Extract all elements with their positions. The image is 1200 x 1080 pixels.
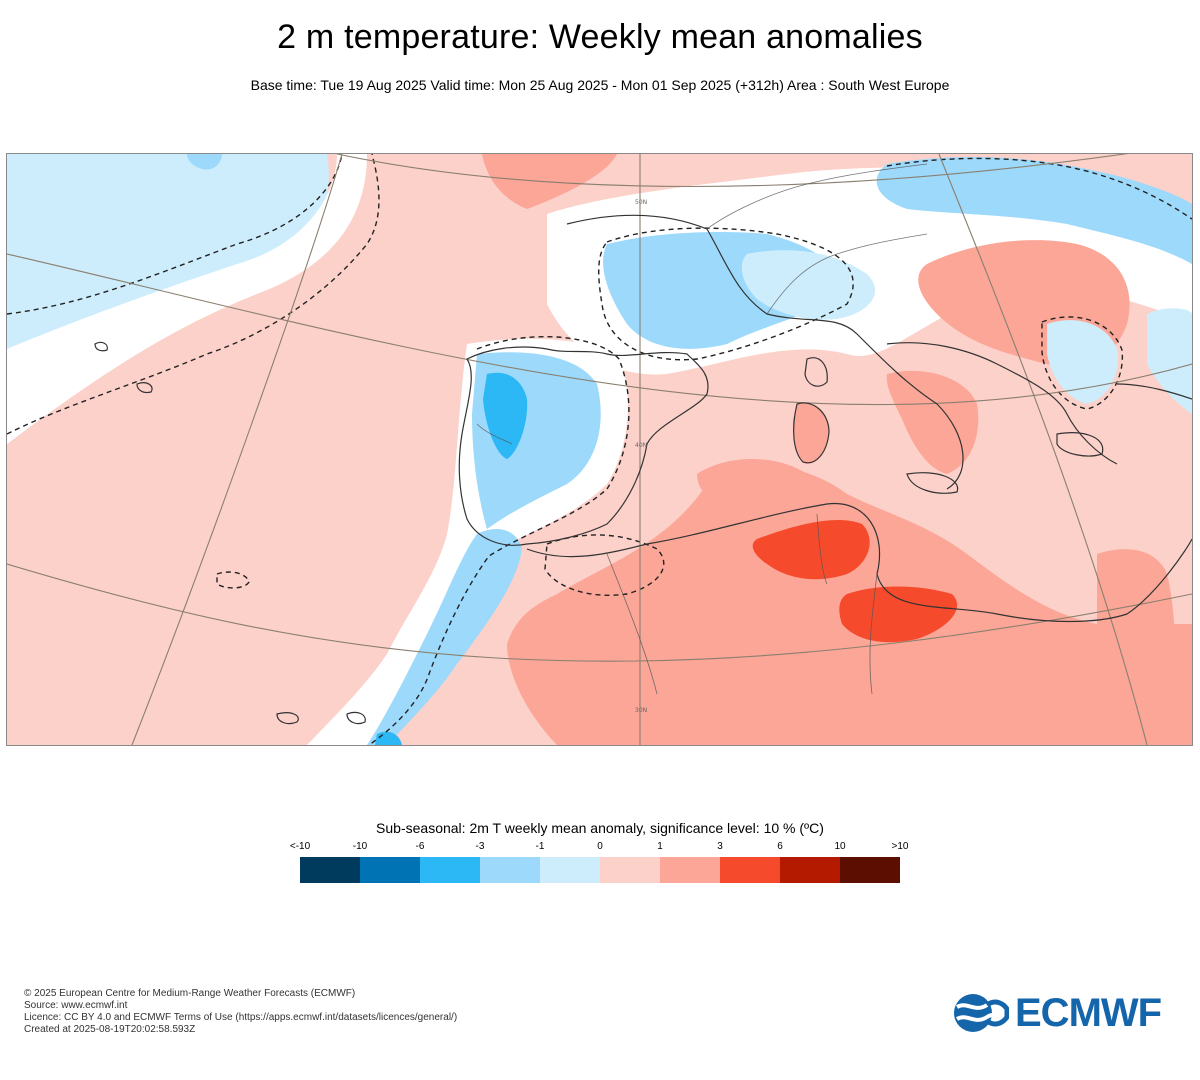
graticule [7,154,1192,745]
legend-tick: >10 [891,841,909,852]
legend-color-segment [300,857,360,883]
page-subtitle: Base time: Tue 19 Aug 2025 Valid time: M… [250,77,950,93]
legend-title: Sub-seasonal: 2m T weekly mean anomaly, … [376,820,824,836]
legend-tick: 0 [597,841,603,852]
footer-licence: Licence: CC BY 4.0 and ECMWF Terms of Us… [24,1012,458,1023]
lat-label-40n: 40N [635,442,647,449]
legend-tick: -3 [475,841,485,852]
legend-tick: -6 [415,841,425,852]
legend-color-segment [660,857,720,883]
ecmwf-logo-icon [954,994,1009,1032]
cold-morocco-coast [367,529,522,745]
cold-greece [1047,320,1118,404]
borders [476,163,928,695]
warm-western-med [697,459,807,506]
lat-label-30n: 30N [635,707,647,714]
legend-color-segment [840,857,900,883]
cold-portugal [483,372,528,459]
legend-tick: 3 [717,841,723,852]
legend-color-segment [720,857,780,883]
legend-ticks: <-10 -10 -6 -3 -1 0 1 3 6 10 >10 [290,841,909,855]
footer-source: Source: www.ecmwf.int [24,1000,128,1011]
cool-aegean [1147,308,1192,414]
legend-tick: -1 [535,841,545,852]
cold-central-europe-north [876,157,1192,264]
page-title: 2 m temperature: Weekly mean anomalies [277,18,923,56]
legend-tick: <-10 [289,841,311,852]
legend-color-segment [540,857,600,883]
footer-copyright: © 2025 European Centre for Medium-Range … [24,988,356,999]
hot-libya-algeria [839,586,958,643]
lat-label-50n: 50N [635,199,647,206]
footer-created: Created at 2025-08-19T20:02:58.593Z [24,1024,196,1035]
legend-color-segment [480,857,540,883]
significance-contours [7,154,1192,745]
hot-tunisia-algeria [752,519,870,580]
warm-italy-south [886,370,979,474]
map-svg: 50N 40N 30N [7,154,1192,745]
warm-sardinia [792,402,829,464]
warm-libya-region [1097,549,1176,745]
footer: © 2025 European Centre for Medium-Range … [24,988,457,1036]
ecmwf-logo[interactable]: ECMWF [953,990,1183,1036]
legend-color-segment [360,857,420,883]
neutral-atlantic-band [7,154,367,444]
legend-tick: 1 [657,841,663,852]
legend-color-segment [780,857,840,883]
legend-tick: 10 [834,841,846,852]
legend-tick: -10 [352,841,368,852]
legend-colorbar [300,857,900,883]
cold-atlantic-patch [187,154,222,170]
coastlines [94,214,1192,725]
legend-tick: 6 [777,841,783,852]
legend-color-segment [420,857,480,883]
ecmwf-logo-text: ECMWF [1015,990,1162,1035]
anomaly-map[interactable]: 50N 40N 30N [6,153,1193,746]
legend-color-segment [600,857,660,883]
